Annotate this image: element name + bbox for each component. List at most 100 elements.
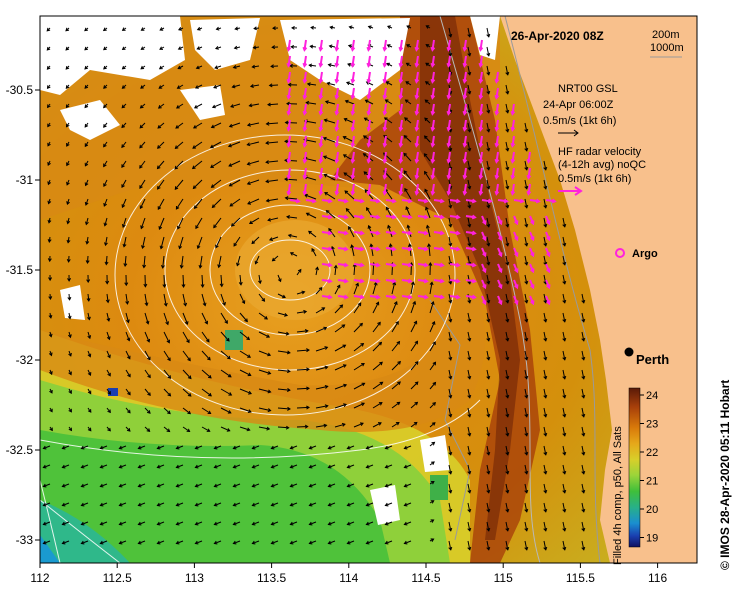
- gsl-arrow: [372, 322, 381, 333]
- hf-arrow-head: [478, 78, 484, 84]
- hf-arrow-head: [423, 214, 429, 220]
- gsl-arrow: [353, 302, 362, 314]
- gsl-arrow: [182, 426, 190, 432]
- gsl-arrow-head: [486, 280, 491, 285]
- gsl-arrow: [214, 65, 222, 69]
- hf-arrow-head: [334, 94, 340, 100]
- gsl-arrow-head: [431, 321, 436, 325]
- gsl-arrow-head: [46, 46, 51, 51]
- gsl-arrow-head: [345, 81, 350, 86]
- gsl-arrow: [195, 445, 203, 449]
- gsl-arrow: [144, 312, 149, 324]
- gsl-arrow: [315, 424, 327, 428]
- gsl-arrow-head: [467, 204, 472, 209]
- gsl-arrow-head: [196, 46, 201, 50]
- hf-arrow-head: [478, 142, 484, 148]
- gsl-arrow: [163, 407, 171, 414]
- gsl-arrow-head: [238, 281, 243, 286]
- gsl-arrow-head: [424, 81, 429, 85]
- hf-arrow-head: [455, 262, 461, 268]
- gsl-arrow-head: [210, 164, 214, 168]
- gsl-arrow: [252, 521, 260, 525]
- gsl-arrow: [195, 84, 203, 89]
- gsl-arrow: [163, 312, 169, 325]
- hf-arrow-head: [439, 198, 445, 204]
- gsl-arrow-head: [251, 445, 256, 450]
- gsl-arrow: [562, 217, 566, 227]
- gsl-arrow-head: [290, 44, 295, 49]
- gsl-arrow-head: [266, 426, 271, 431]
- gsl-arrow: [311, 248, 317, 257]
- gsl-arrow: [467, 46, 471, 56]
- gsl-arrow-head: [174, 145, 179, 150]
- gsl-arrow-head: [282, 294, 286, 299]
- gsl-arrow: [220, 312, 228, 324]
- gsl-arrow: [543, 312, 547, 322]
- gsl-arrow: [543, 388, 547, 398]
- gsl-arrow-head: [289, 445, 294, 450]
- gsl-arrow-head: [87, 353, 92, 358]
- gsl-arrow: [467, 350, 471, 360]
- gsl-arrow-head: [448, 204, 453, 209]
- gsl-arrow: [157, 122, 165, 129]
- gsl-arrow-head: [403, 502, 408, 507]
- x-tick-label: 116: [648, 571, 667, 585]
- gsl-arrow: [410, 341, 418, 352]
- gsl-arrow-head: [308, 483, 313, 488]
- hf-arrow-head: [423, 262, 429, 268]
- hf-arrow-head: [471, 230, 477, 236]
- gsl-arrow: [366, 445, 374, 449]
- gsl-arrow-head: [247, 354, 252, 358]
- gsl-arrow: [182, 331, 190, 343]
- hf-arrow-head: [503, 198, 509, 204]
- gsl-arrow: [486, 350, 490, 360]
- gsl-arrow-head: [403, 464, 408, 469]
- gsl-arrow: [410, 402, 418, 409]
- gsl-arrow-head: [137, 521, 142, 526]
- gsl-arrow-head: [467, 223, 472, 228]
- gsl-arrow: [323, 155, 336, 162]
- gsl-arrow-head: [196, 245, 201, 250]
- gsl-arrow-head: [107, 354, 111, 359]
- gsl-arrow-head: [505, 261, 510, 266]
- hf-arrow-head: [302, 46, 308, 52]
- gsl-arrow-head: [306, 348, 310, 353]
- gsl-arrow-head: [396, 340, 401, 345]
- gsl-arrow: [266, 141, 279, 144]
- gsl-arrow: [258, 350, 271, 356]
- gsl-arrow: [467, 27, 471, 37]
- gsl-arrow: [177, 217, 184, 230]
- gsl-arrow-head: [192, 145, 197, 149]
- gsl-arrow: [239, 312, 248, 322]
- gsl-arrow-head: [410, 281, 415, 286]
- gsl-arrow-head: [193, 205, 198, 210]
- gsl-arrow: [486, 407, 490, 417]
- gsl-arrow-head: [213, 502, 218, 507]
- hf-arrow-head: [366, 158, 372, 164]
- gsl-arrow-head: [121, 27, 126, 31]
- gsl-arrow: [524, 141, 528, 151]
- gsl-arrow-head: [365, 502, 370, 507]
- gsl-arrow-head: [122, 243, 127, 248]
- gsl-arrow-head: [175, 502, 180, 507]
- gsl-arrow: [404, 521, 412, 525]
- gsl-arrow-head: [289, 483, 294, 488]
- gsl-arrow: [429, 321, 435, 333]
- hf-arrow-head: [414, 46, 420, 52]
- bathy-contour-3: [429, 299, 471, 541]
- gsl-arrow-head: [140, 27, 145, 31]
- x-tick-label: 113: [185, 571, 204, 585]
- gsl-arrow: [505, 312, 509, 322]
- gsl-arrow-head: [505, 489, 510, 494]
- gsl-arrow: [505, 426, 509, 436]
- gsl-arrow-head: [80, 540, 85, 545]
- gsl-arrow-head: [467, 71, 472, 76]
- gsl-arrow-head: [432, 341, 436, 346]
- hf-arrow-head: [359, 294, 365, 300]
- gsl-arrow: [524, 274, 528, 284]
- gsl-arrow: [347, 540, 355, 544]
- gsl-arrow: [201, 331, 210, 343]
- gsl-arrow: [163, 369, 171, 379]
- gsl-arrow: [448, 293, 452, 303]
- gsl-arrow-head: [232, 521, 237, 526]
